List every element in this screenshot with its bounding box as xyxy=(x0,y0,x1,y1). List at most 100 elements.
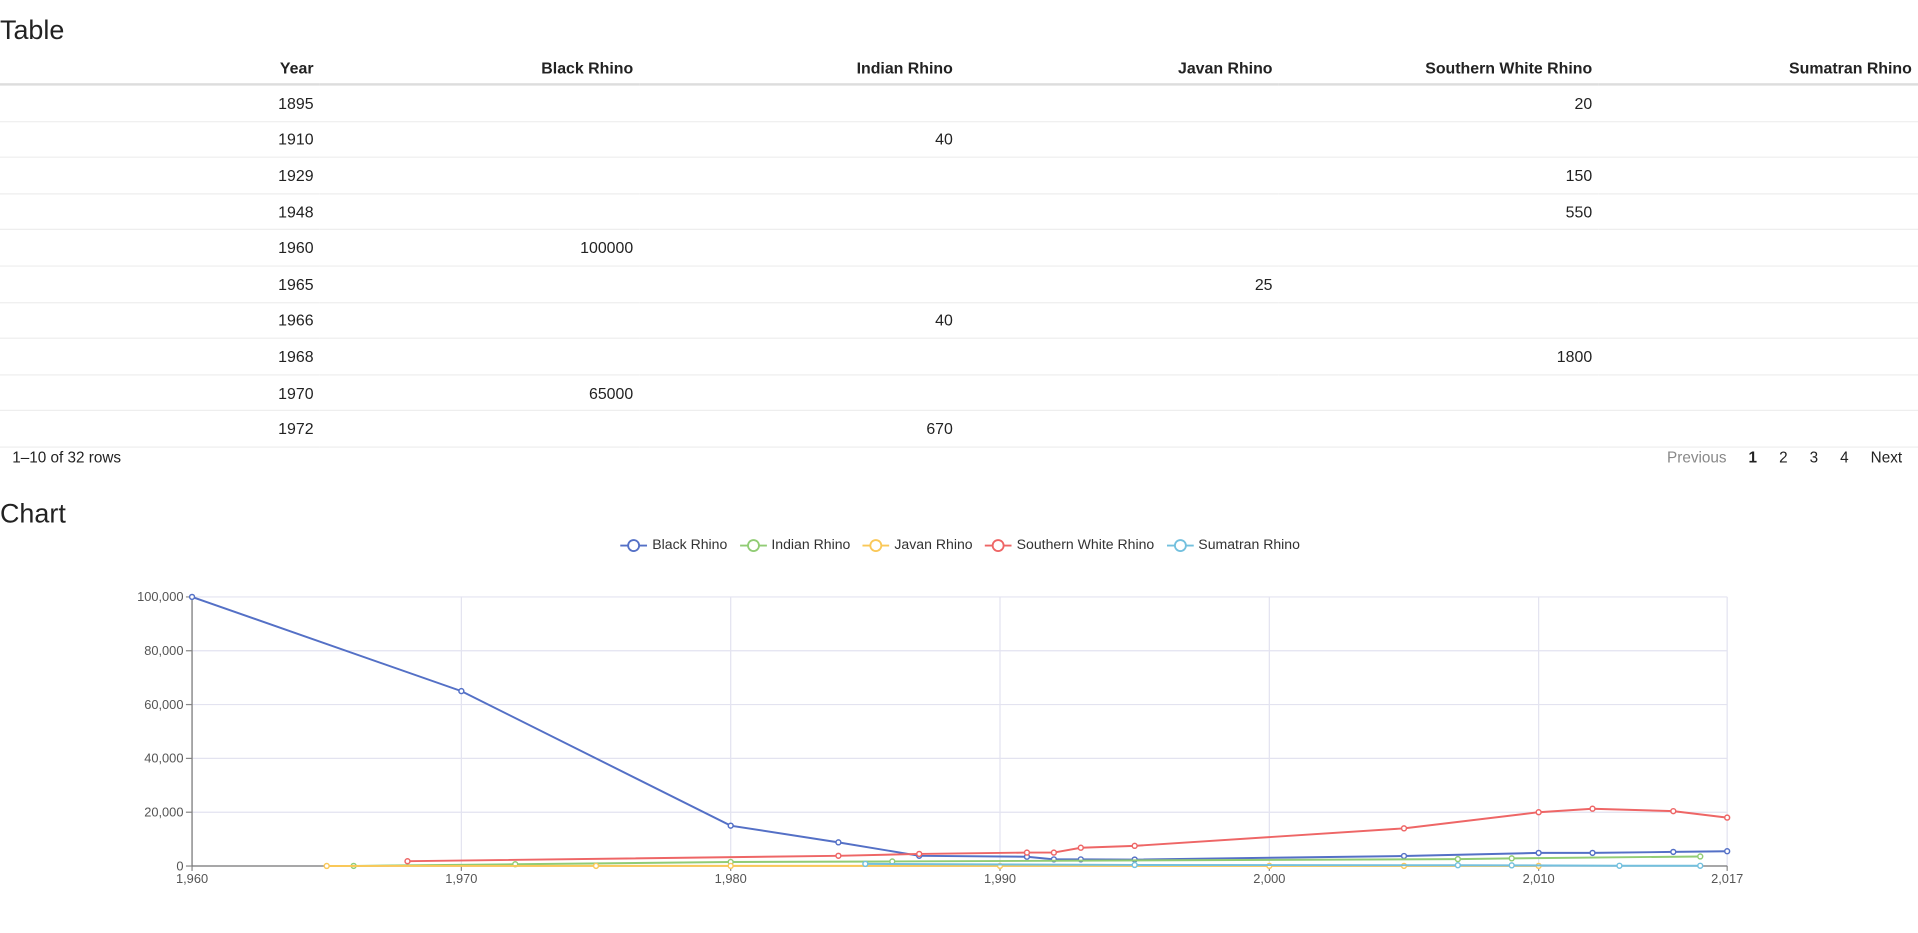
table-cell xyxy=(1278,121,1599,159)
x-tick-label: 2,010 xyxy=(1523,871,1555,886)
table-cell xyxy=(1598,193,1918,231)
table-cell xyxy=(319,266,640,303)
legend-marker xyxy=(746,539,760,552)
legend-item[interactable]: Sumatran Rhino xyxy=(1166,538,1300,553)
data-point xyxy=(1616,862,1623,869)
legend-marker xyxy=(627,539,641,552)
table-cell xyxy=(1598,229,1918,267)
data-point xyxy=(592,862,600,870)
legend-item[interactable]: Southern White Rhino xyxy=(984,538,1154,553)
data-table: Year Black Rhino Indian Rhino Javan Rhino So… xyxy=(0,51,1918,448)
table-cell xyxy=(958,338,1279,376)
table-cell xyxy=(958,374,1279,412)
data-point xyxy=(188,593,196,601)
table-cell xyxy=(1278,266,1599,303)
table-cell xyxy=(1598,410,1918,448)
column-header: Sumatran Rhino xyxy=(1598,51,1918,86)
page-button[interactable]: Previous xyxy=(1667,448,1727,467)
series-line xyxy=(191,596,1728,861)
data-point xyxy=(1508,862,1515,869)
table-cell: 1972 xyxy=(0,410,320,448)
legend-icon xyxy=(984,539,1012,552)
table-cell: 20 xyxy=(1278,84,1599,122)
data-point xyxy=(1454,855,1462,863)
table-row: 1966 40 xyxy=(0,302,1918,340)
y-tick-label: 60,000 xyxy=(144,697,183,712)
table-cell xyxy=(1278,410,1599,448)
data-point xyxy=(404,858,411,865)
table-row: 1948 550 xyxy=(0,193,1918,231)
table-cell: 1895 xyxy=(0,84,320,122)
table-cell: 100000 xyxy=(319,229,640,267)
data-point xyxy=(1454,862,1462,869)
data-point xyxy=(1400,852,1408,860)
legend-label: Javan Rhino xyxy=(894,538,973,553)
data-point xyxy=(862,860,869,868)
x-tick-label: 1,980 xyxy=(715,871,747,886)
legend-icon xyxy=(1166,539,1194,552)
table-cell xyxy=(319,410,640,448)
data-point xyxy=(323,862,330,870)
data-point xyxy=(1723,814,1731,821)
table-cell xyxy=(319,84,640,122)
table-title: Table xyxy=(0,14,65,46)
column-header: Javan Rhino xyxy=(958,51,1279,86)
chart: 0 20,000 40,000 60,000 80,000 100,000 1,960 1,9… xyxy=(137,589,1743,886)
legend-marker xyxy=(991,539,1005,552)
column-header: Indian Rhino xyxy=(639,51,959,86)
legend-item[interactable]: Javan Rhino xyxy=(862,538,973,553)
table-cell: 1970 xyxy=(0,374,320,412)
table-cell xyxy=(639,229,959,267)
table-cell xyxy=(639,266,959,303)
data-point xyxy=(1535,849,1542,857)
legend: Black Rhino Indian Rhino Javan Rhino Southe… xyxy=(0,538,1918,553)
row-count: 1–10 of 32 rows xyxy=(12,448,122,467)
page-button[interactable]: 1 xyxy=(1748,448,1758,467)
table-row: 1972 670 xyxy=(0,410,1918,448)
table-cell: 1965 xyxy=(0,266,320,303)
legend-marker xyxy=(1173,539,1187,552)
data-point xyxy=(1023,849,1031,856)
table-cell: 1929 xyxy=(0,157,320,195)
legend-label: Black Rhino xyxy=(652,538,728,553)
legend-label: Sumatran Rhino xyxy=(1198,538,1300,553)
column-header: Black Rhino xyxy=(319,51,640,86)
series-line xyxy=(407,807,1728,863)
legend-item[interactable]: Indian Rhino xyxy=(739,538,850,553)
data-point xyxy=(1697,853,1704,860)
table-cell: 1960 xyxy=(0,229,320,267)
table-cell xyxy=(1598,302,1918,340)
table-cell xyxy=(639,193,959,231)
table-row: 1910 40 xyxy=(0,121,1918,159)
column-header: Southern White Rhino xyxy=(1278,51,1599,86)
table-cell xyxy=(958,157,1279,195)
x-tick-label: 2,017 xyxy=(1711,871,1743,886)
table-cell: 1966 xyxy=(0,302,320,340)
table-cell xyxy=(1278,374,1599,412)
legend-item[interactable]: Black Rhino xyxy=(620,538,727,553)
table-cell xyxy=(1598,121,1918,159)
page-button[interactable]: 2 xyxy=(1779,448,1788,467)
table-cell xyxy=(1598,374,1918,412)
y-tick-label: 80,000 xyxy=(144,643,183,658)
chart-title: Chart xyxy=(0,497,66,529)
page-button[interactable]: 3 xyxy=(1809,448,1819,467)
data-point xyxy=(1077,844,1084,851)
page-button[interactable]: 4 xyxy=(1840,448,1849,467)
table-row: 1970 65000 xyxy=(0,374,1918,412)
data-point xyxy=(1400,825,1408,832)
table-cell: 65000 xyxy=(319,374,640,412)
data-point xyxy=(1670,807,1677,815)
table-cell xyxy=(958,84,1279,122)
x-tick-label: 2,000 xyxy=(1253,871,1285,886)
data-point xyxy=(1131,842,1138,850)
data-point xyxy=(1589,805,1596,812)
page-button[interactable]: Next xyxy=(1870,448,1903,467)
data-point xyxy=(1508,855,1515,862)
table-cell xyxy=(1598,266,1918,303)
series-line xyxy=(865,862,1701,867)
header-row: Year Black Rhino Indian Rhino Javan Rhino So… xyxy=(0,51,1918,86)
table-cell: 40 xyxy=(639,302,959,340)
